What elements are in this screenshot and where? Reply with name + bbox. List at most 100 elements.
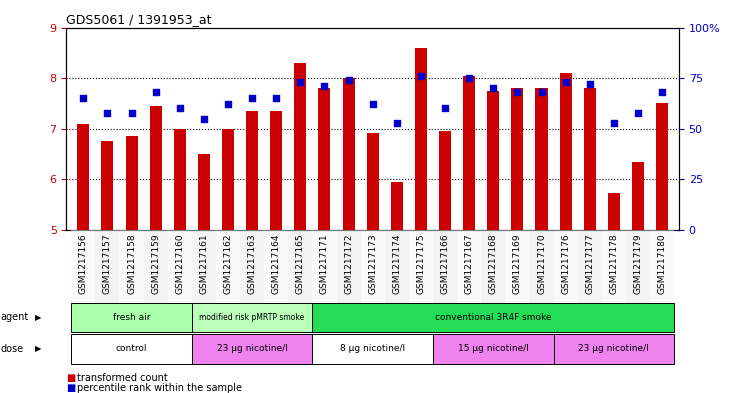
Bar <box>240 230 264 303</box>
Point <box>656 89 668 95</box>
Bar <box>222 129 234 230</box>
Bar <box>608 193 620 230</box>
Point <box>222 101 234 108</box>
Bar <box>384 230 409 303</box>
Text: GSM1217178: GSM1217178 <box>610 233 618 294</box>
Point <box>463 75 475 81</box>
Bar <box>318 88 331 230</box>
Point <box>559 79 571 85</box>
Point <box>102 109 114 116</box>
Point <box>608 119 620 126</box>
Bar <box>312 303 674 332</box>
Bar <box>439 131 451 230</box>
Bar <box>144 230 168 303</box>
Bar <box>101 141 114 230</box>
Text: ▶: ▶ <box>35 313 42 322</box>
Point <box>584 81 596 87</box>
Text: ■: ■ <box>66 383 76 393</box>
Bar <box>409 230 433 303</box>
Bar <box>559 73 572 230</box>
Bar <box>554 334 674 364</box>
Bar <box>506 230 529 303</box>
Bar <box>578 230 601 303</box>
Point <box>198 116 210 122</box>
Point <box>536 89 548 95</box>
Point <box>270 95 282 101</box>
Text: agent: agent <box>1 312 29 322</box>
Text: dose: dose <box>1 344 24 354</box>
Point <box>77 95 89 101</box>
Point <box>342 77 354 83</box>
Bar <box>95 230 120 303</box>
Text: 15 µg nicotine/l: 15 µg nicotine/l <box>458 344 528 353</box>
Text: GDS5061 / 1391953_at: GDS5061 / 1391953_at <box>66 13 212 26</box>
Text: GSM1217160: GSM1217160 <box>175 233 184 294</box>
Point <box>511 89 523 95</box>
Bar <box>626 230 650 303</box>
Bar <box>632 162 644 230</box>
Bar <box>433 230 457 303</box>
Bar <box>656 103 668 230</box>
Point <box>391 119 403 126</box>
Point <box>294 79 306 85</box>
Text: GSM1217163: GSM1217163 <box>248 233 257 294</box>
Bar <box>216 230 240 303</box>
Text: GSM1217157: GSM1217157 <box>103 233 112 294</box>
Text: GSM1217159: GSM1217159 <box>151 233 160 294</box>
Text: GSM1217179: GSM1217179 <box>633 233 643 294</box>
Bar <box>415 48 427 230</box>
Bar <box>294 63 306 230</box>
Text: GSM1217173: GSM1217173 <box>368 233 377 294</box>
Text: GSM1217162: GSM1217162 <box>224 233 232 294</box>
Point <box>150 89 162 95</box>
Text: 23 µg nicotine/l: 23 µg nicotine/l <box>579 344 649 353</box>
Bar <box>72 230 95 303</box>
Text: GSM1217164: GSM1217164 <box>272 233 280 294</box>
Point <box>246 95 258 101</box>
Bar <box>463 75 475 230</box>
Point <box>632 109 644 116</box>
Text: ▶: ▶ <box>35 344 42 353</box>
Text: GSM1217161: GSM1217161 <box>199 233 208 294</box>
Bar <box>168 230 192 303</box>
Text: GSM1217156: GSM1217156 <box>79 233 88 294</box>
Bar <box>312 334 433 364</box>
Bar <box>72 303 192 332</box>
Bar <box>554 230 578 303</box>
Text: GSM1217176: GSM1217176 <box>561 233 570 294</box>
Point <box>319 83 331 89</box>
Point <box>125 109 137 116</box>
Bar <box>192 334 312 364</box>
Bar <box>125 136 137 230</box>
Bar <box>264 230 289 303</box>
Text: 23 µg nicotine/l: 23 µg nicotine/l <box>217 344 288 353</box>
Text: GSM1217158: GSM1217158 <box>127 233 136 294</box>
Text: transformed count: transformed count <box>77 373 168 383</box>
Bar <box>433 334 554 364</box>
Bar <box>536 88 548 230</box>
Point <box>174 105 186 112</box>
Bar <box>529 230 554 303</box>
Text: GSM1217168: GSM1217168 <box>489 233 497 294</box>
Bar <box>150 106 162 230</box>
Text: GSM1217174: GSM1217174 <box>393 233 401 294</box>
Bar <box>337 230 361 303</box>
Bar <box>270 111 282 230</box>
Bar <box>457 230 481 303</box>
Point <box>439 105 451 112</box>
Bar <box>650 230 674 303</box>
Bar <box>246 111 258 230</box>
Bar <box>511 88 523 230</box>
Text: percentile rank within the sample: percentile rank within the sample <box>77 383 243 393</box>
Text: GSM1217180: GSM1217180 <box>658 233 666 294</box>
Text: GSM1217165: GSM1217165 <box>296 233 305 294</box>
Text: GSM1217166: GSM1217166 <box>441 233 449 294</box>
Bar <box>198 154 210 230</box>
Bar <box>391 182 403 230</box>
Text: GSM1217170: GSM1217170 <box>537 233 546 294</box>
Text: modified risk pMRTP smoke: modified risk pMRTP smoke <box>199 313 305 322</box>
Bar <box>72 334 192 364</box>
Bar <box>361 230 384 303</box>
Text: GSM1217177: GSM1217177 <box>585 233 594 294</box>
Bar <box>77 124 89 230</box>
